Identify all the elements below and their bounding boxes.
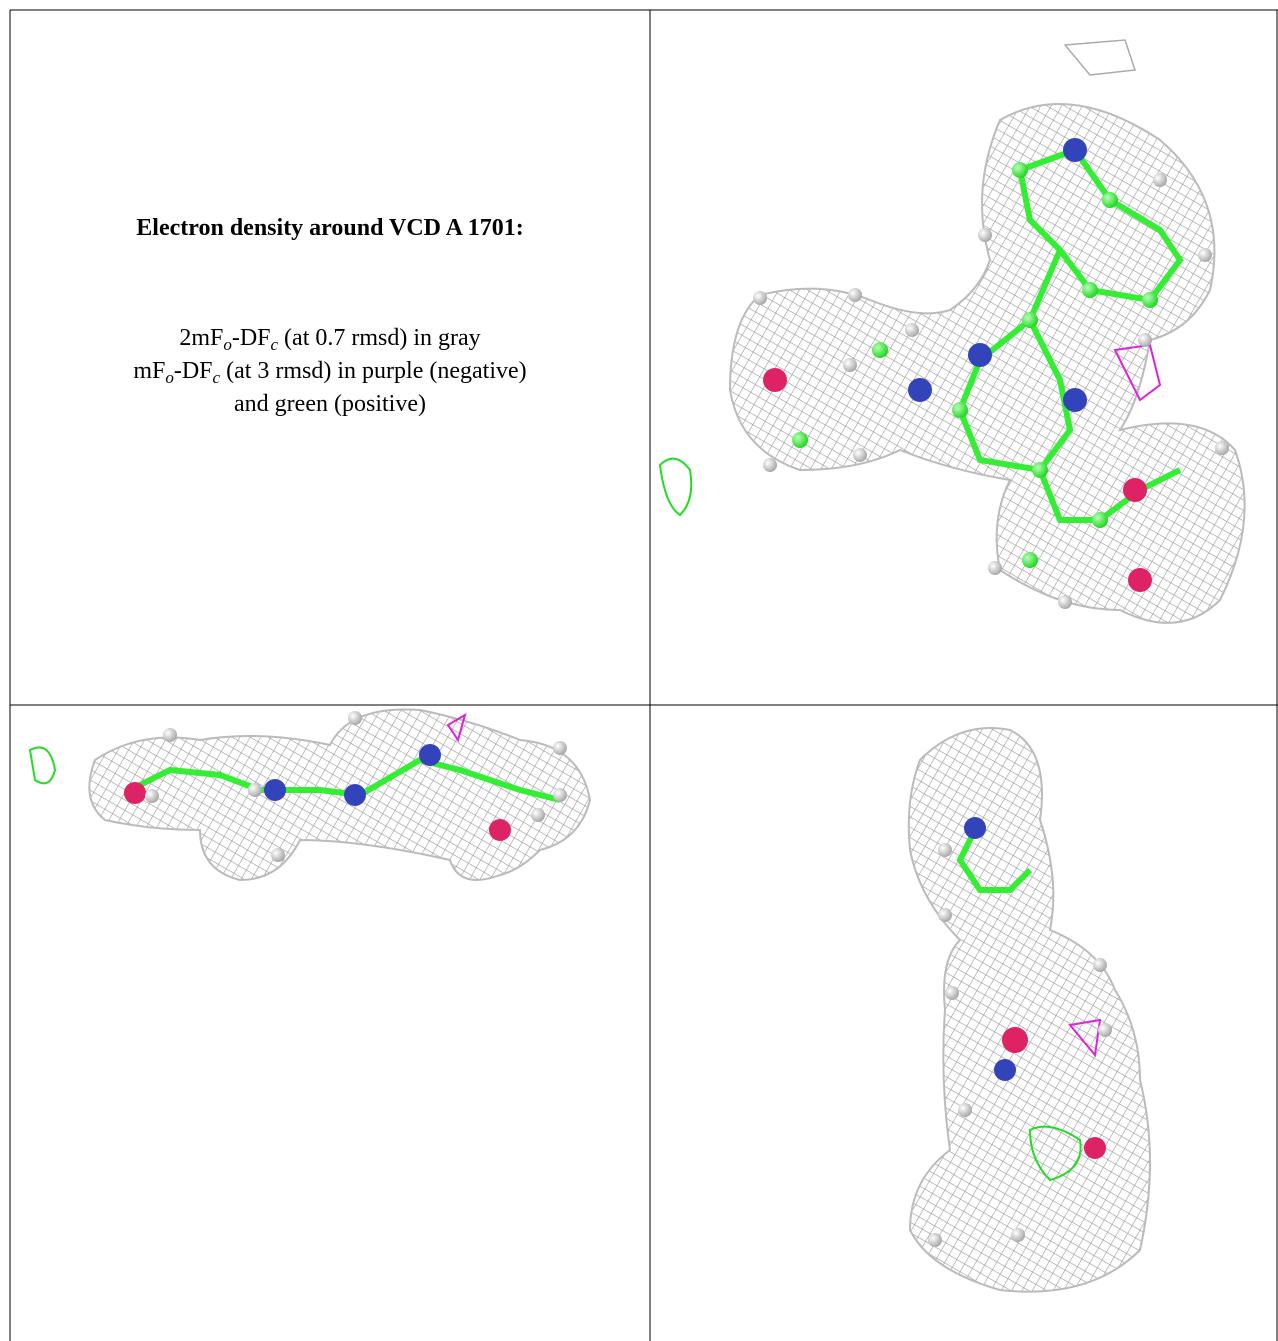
atom-n (264, 779, 286, 801)
text: mF (133, 358, 165, 384)
text: and green (positive) (234, 391, 426, 417)
mesh-positive (660, 459, 691, 515)
text: -DF (174, 358, 213, 384)
figure (0, 0, 1278, 1341)
atom-n (908, 378, 932, 402)
atom-n (994, 1059, 1016, 1081)
legend-line: 2mFo-DFc (at 0.7 rmsd) in gray (10, 322, 650, 355)
atom-o (763, 368, 787, 392)
atom-n (1063, 138, 1087, 162)
atom-n (964, 817, 986, 839)
title: Electron density around VCD A 1701: (10, 215, 650, 242)
atom-n (419, 744, 441, 766)
subscript: c (271, 335, 279, 354)
atom-o (489, 819, 511, 841)
text: 2mF (179, 325, 223, 351)
atom-o (1123, 478, 1147, 502)
density-view-side (30, 709, 590, 880)
legend-line: mFo-DFc (at 3 rmsd) in purple (negative) (10, 355, 650, 388)
atom-n (1063, 388, 1087, 412)
mesh-positive (30, 748, 55, 784)
atom-o (124, 782, 146, 804)
mesh (909, 728, 1150, 1292)
page: Electron density around VCD A 1701: 2mFo… (0, 0, 1278, 1341)
density-view-top (660, 40, 1245, 623)
subscript: c (213, 368, 221, 387)
atom-n (968, 343, 992, 367)
legend: 2mFo-DFc (at 0.7 rmsd) in gray mFo-DFc (… (10, 322, 650, 421)
mesh-fragment (1065, 40, 1135, 75)
atom-o (1084, 1137, 1106, 1159)
text: -DF (232, 325, 271, 351)
subscript: o (223, 335, 232, 354)
subscript: o (165, 368, 174, 387)
atom-n (344, 784, 366, 806)
atom-o (1002, 1027, 1028, 1053)
text: (at 0.7 rmsd) in gray (278, 325, 481, 351)
legend-line: and green (positive) (10, 388, 650, 421)
text: (at 3 rmsd) in purple (negative) (220, 358, 527, 384)
density-view-end (909, 728, 1150, 1292)
atom-o (1128, 568, 1152, 592)
